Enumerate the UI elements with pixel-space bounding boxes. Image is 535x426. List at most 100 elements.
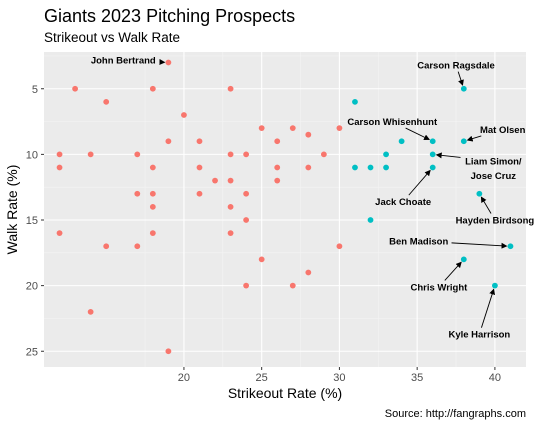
data-point-series-1 [305, 164, 312, 171]
annotation-label: Carson Ragsdale [417, 61, 495, 72]
annotation-arrow [466, 135, 482, 142]
data-point-series-1 [103, 243, 110, 250]
data-point-series-1 [165, 59, 172, 66]
annotation-label: Chris Wright [411, 282, 469, 293]
data-point-series-2 [507, 243, 514, 250]
data-point-series-2 [460, 85, 467, 92]
annotation-arrow [444, 261, 462, 281]
x-tick-label: 40 [489, 372, 501, 384]
axis-ticks: 20 25 30 35 40 5 10 15 20 25 [26, 84, 501, 384]
data-point-series-1 [196, 138, 203, 145]
x-tick-label: 20 [178, 372, 190, 384]
data-point-series-1 [134, 190, 141, 197]
annotation-label: Ben Madison [389, 237, 448, 248]
data-point-series-2 [476, 190, 483, 197]
data-point-series-1 [227, 230, 234, 237]
data-point-series-1 [196, 164, 203, 171]
annotation-label: Jose Cruz [471, 171, 517, 182]
data-point-series-1 [243, 190, 250, 197]
data-point-series-1 [274, 138, 281, 145]
data-point-series-1 [336, 243, 343, 250]
data-point-series-1 [56, 151, 63, 158]
data-point-series-2 [429, 138, 436, 145]
data-point-series-1 [258, 256, 265, 263]
data-point-series-1 [149, 85, 156, 92]
data-point-series-1 [72, 85, 78, 92]
data-point-series-1 [227, 177, 234, 184]
annotation-label: Carson Whisenhunt [347, 117, 438, 128]
annotation-arrow [451, 242, 508, 249]
annotation-arrow [408, 169, 431, 196]
data-point-series-1 [289, 125, 296, 132]
plot-panel [44, 52, 526, 367]
data-point-series-1 [149, 190, 156, 197]
y-tick-label: 10 [26, 149, 38, 161]
data-point-series-1 [258, 125, 265, 132]
data-point-series-1 [227, 151, 234, 158]
annotation-arrow [480, 196, 492, 214]
data-point-series-2 [383, 151, 389, 158]
y-tick-label: 15 [26, 215, 38, 227]
data-point-series-1 [243, 282, 250, 289]
data-point-series-1 [87, 308, 94, 315]
data-point-series-1 [56, 230, 63, 237]
data-point-series-2 [429, 151, 436, 158]
data-point-series-1 [274, 164, 281, 171]
data-point-series-1 [165, 138, 172, 145]
data-point-series-1 [56, 164, 63, 171]
data-point-series-1 [212, 177, 218, 184]
data-point-series-1 [196, 190, 203, 197]
data-point-series-1 [165, 348, 172, 355]
data-point-series-2 [460, 138, 467, 145]
grid-lines [44, 52, 526, 367]
data-point-series-2 [383, 164, 389, 171]
data-point-series-1 [103, 98, 110, 105]
x-tick-label: 35 [411, 372, 423, 384]
y-tick-label: 20 [26, 281, 38, 293]
annotation-label: Mat Olsen [480, 125, 526, 136]
data-point-series-1 [274, 177, 281, 184]
annotations: John Bertrand Carson Ragsdale Carson Whise… [91, 55, 535, 340]
data-point-series-1 [227, 203, 234, 210]
data-point-series-1 [227, 85, 234, 92]
source-caption: Source: http://fangraphs.com [385, 408, 526, 420]
x-tick-label: 25 [256, 372, 268, 384]
annotation-arrow [457, 71, 464, 86]
annotation-label: Kyle Harrison [448, 330, 510, 341]
data-point-series-1 [149, 164, 156, 171]
data-point-series-1 [320, 151, 327, 158]
data-point-series-1 [289, 282, 296, 289]
data-point-series-1 [181, 112, 187, 118]
annotation-label: Liam Simon/ [465, 156, 522, 167]
annotation-label: John Bertrand [91, 55, 156, 66]
data-point-series-2 [352, 98, 358, 105]
data-point-series-1 [305, 131, 312, 138]
data-point-series-1 [336, 125, 343, 132]
data-point-series-1 [149, 203, 156, 210]
y-tick-label: 25 [26, 346, 38, 358]
data-point-series-1 [305, 269, 312, 276]
data-point-series-1 [243, 151, 250, 158]
data-point-series-2 [367, 217, 374, 223]
data-point-series-1 [134, 243, 141, 250]
chart-subtitle: Strikeout vs Walk Rate [44, 30, 180, 45]
data-point-series-1 [87, 151, 94, 158]
data-point-series-1 [149, 230, 156, 237]
data-point-series-2 [492, 282, 498, 289]
annotation-label: Hayden Birdsong [456, 216, 535, 227]
data-point-series-1 [243, 217, 250, 223]
y-axis-title: Walk Rate (%) [4, 165, 20, 255]
x-tick-label: 30 [333, 372, 345, 384]
data-point-series-2 [352, 164, 358, 171]
data-point-series-2 [429, 164, 436, 171]
y-tick-label: 5 [32, 84, 38, 96]
data-point-series-2 [367, 164, 374, 171]
annotation-arrow [405, 127, 431, 141]
annotation-arrow [435, 152, 461, 159]
data-point-series-2 [460, 256, 467, 263]
data-point-series-2 [398, 138, 405, 145]
x-axis-title: Strikeout Rate (%) [228, 385, 342, 401]
data-point-series-1 [134, 151, 141, 158]
annotation-label: Jack Choate [375, 197, 431, 208]
